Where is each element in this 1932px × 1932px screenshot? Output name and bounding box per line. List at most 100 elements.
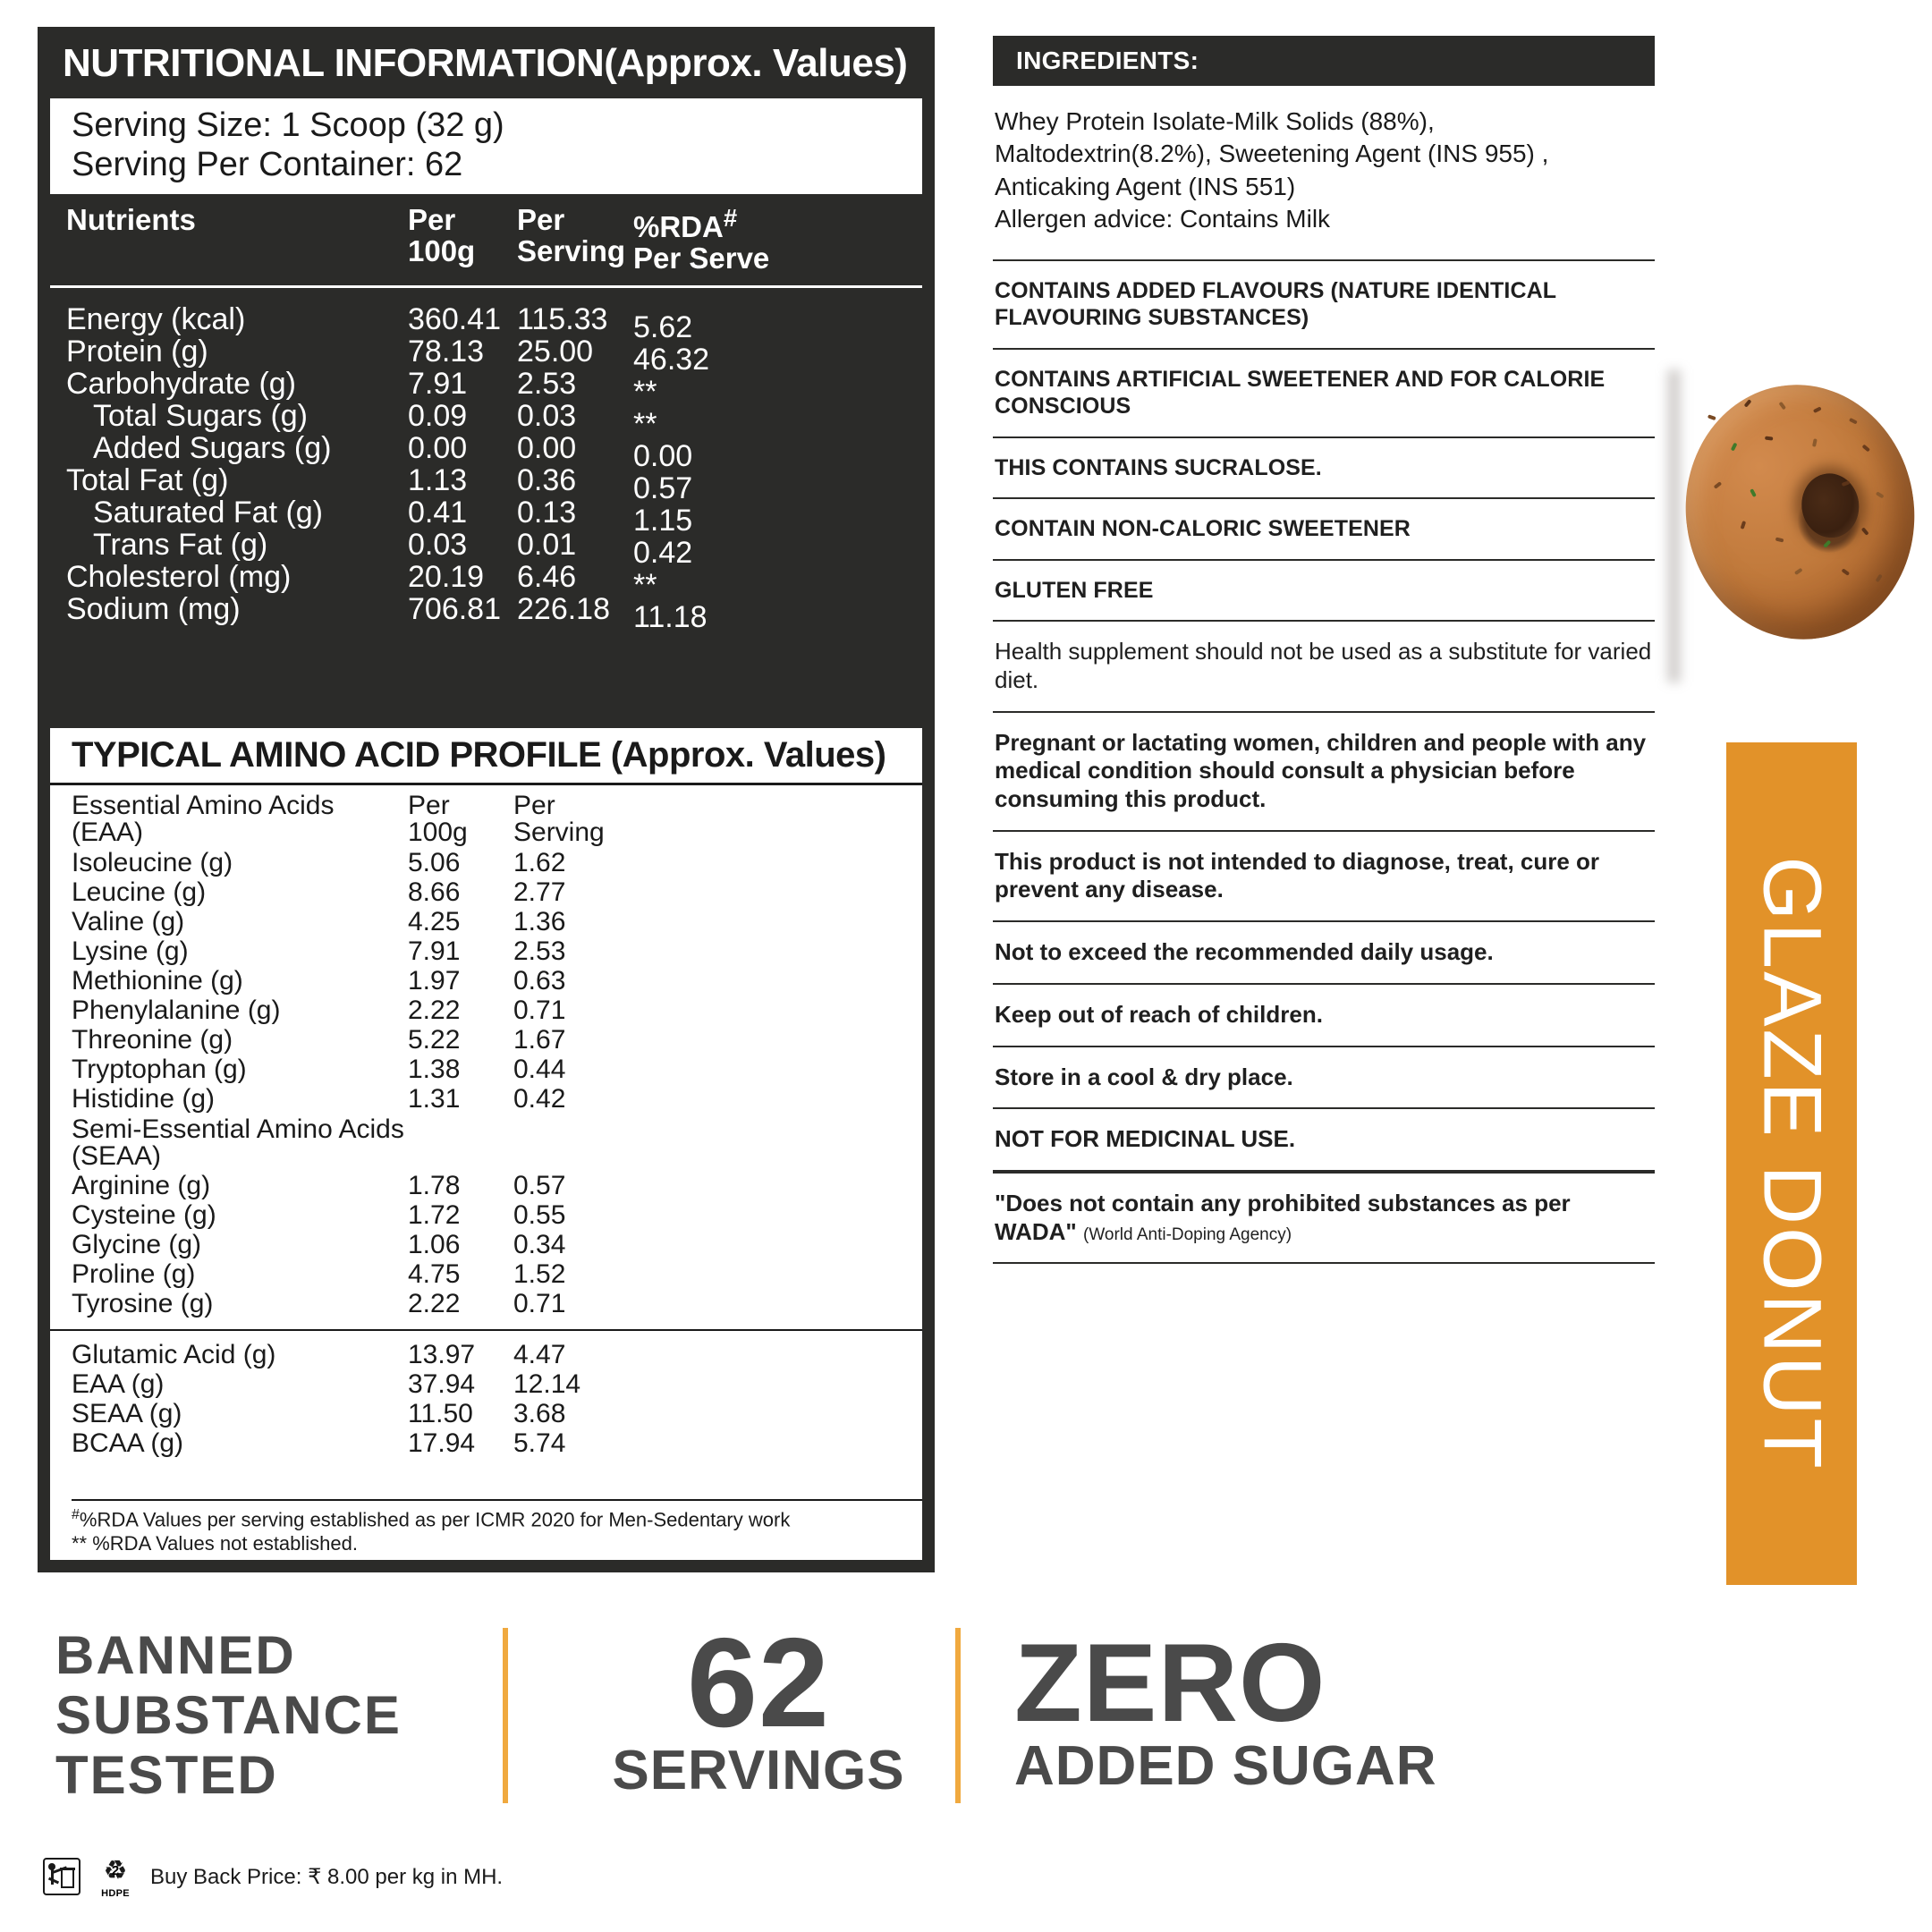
donut-shadow [1665, 369, 1684, 682]
nutrient-name: Trans Fat (g) [93, 527, 268, 562]
serving-info-box: Serving Size: 1 Scoop (32 g) Serving Per… [50, 98, 922, 194]
amino-acid-row: Proline (g) 4.75 1.52 [50, 1260, 922, 1290]
footnote-rda-not-established: ** %RDA Values not established. [72, 1532, 358, 1555]
nutrient-per-serving: 115.33 [517, 301, 608, 336]
amino-acid-per-serving: 1.36 [513, 906, 566, 936]
nutrient-per-serving: 0.01 [517, 527, 577, 562]
servings-badge: 62 SERVINGS [508, 1619, 955, 1803]
amino-acid-per-100g: 1.78 [408, 1171, 461, 1200]
amino-acid-name: Glycine (g) [72, 1230, 202, 1259]
amino-acid-profile-title: TYPICAL AMINO ACID PROFILE (Approx. Valu… [50, 728, 922, 785]
amino-acid-per-serving: 0.71 [513, 995, 566, 1025]
eaa-heading: Essential Amino Acids (EAA) [72, 791, 335, 847]
amino-acid-name: SEAA (g) [72, 1399, 182, 1428]
amino-acid-per-serving: 0.57 [513, 1171, 566, 1200]
claims-list: CONTAINS ADDED FLAVOURS (NATURE IDENTICA… [993, 258, 1655, 1172]
nutrient-per-serving: 6.46 [517, 559, 577, 594]
flavour-name: GLAZE DONUT [1746, 856, 1838, 1471]
claim-item: THIS CONTAINS SUCRALOSE. [993, 436, 1655, 498]
amino-acid-row: Isoleucine (g) 5.06 1.62 [50, 848, 922, 877]
zero-added-sugar-badge: ZERO ADDED SUGAR [961, 1628, 1497, 1798]
recycle-hdpe-icon: ♻ 2 HDPE [93, 1856, 138, 1900]
amino-acid-per-serving: 0.34 [513, 1230, 566, 1259]
nutrition-footnotes: #%RDA Values per serving established as … [50, 1499, 922, 1556]
ingredients-body: Whey Protein Isolate-Milk Solids (88%), … [993, 86, 1655, 256]
nutrient-per-100g: 0.03 [408, 527, 468, 562]
amino-acid-name: Isoleucine (g) [72, 847, 233, 877]
nutrient-per-serving: 2.53 [517, 366, 577, 401]
nutrient-per-serving: 0.13 [517, 495, 577, 530]
banned-line-1: BANNED [55, 1624, 296, 1685]
nutrient-rda-per-serve: 0.00 [633, 438, 693, 473]
footnote-divider [72, 1499, 922, 1502]
amino-acid-per-100g: 1.31 [408, 1083, 461, 1114]
nutrient-name: Total Fat (g) [66, 462, 229, 497]
amino-acid-row: Leucine (g) 8.66 2.77 [50, 877, 922, 907]
amino-acid-name: EAA (g) [72, 1369, 165, 1399]
banned-line-3: TESTED [55, 1745, 278, 1806]
amino-acid-name: Cysteine (g) [72, 1200, 216, 1230]
amino-acid-row: Lysine (g) 7.91 2.53 [50, 936, 922, 966]
th-per-100g: Per 100g [408, 202, 476, 267]
glazed-donut-product-image [1651, 353, 1931, 702]
nutrition-row: Protein (g) 78.13 25.00 46.32 [50, 335, 922, 377]
serving-per-container: Serving Per Container: 62 [72, 146, 463, 184]
nutrient-rda-per-serve: 5.62 [633, 309, 693, 344]
nutrition-row: Energy (kcal) 360.41 115.33 5.62 [50, 301, 922, 344]
amino-acid-name: Tryptophan (g) [72, 1054, 247, 1084]
amino-total-row: BCAA (g) 17.94 5.74 [50, 1429, 922, 1459]
nutrient-per-100g: 20.19 [408, 559, 485, 594]
claim-item: Keep out of reach of children. [993, 982, 1655, 1046]
serving-size: Serving Size: 1 Scoop (32 g) [72, 106, 504, 144]
amino-acid-profile-panel: TYPICAL AMINO ACID PROFILE (Approx. Valu… [50, 728, 922, 1560]
amino-acid-per-100g: 4.75 [408, 1259, 461, 1289]
nutrient-per-100g: 0.00 [408, 430, 468, 465]
amino-acid-row: Valine (g) 4.25 1.36 [50, 907, 922, 936]
amino-acid-row: Threonine (g) 5.22 1.67 [50, 1025, 922, 1055]
nutrient-rda-per-serve: ** [633, 406, 657, 441]
claim-item: Pregnant or lactating women, children an… [993, 710, 1655, 830]
amino-acid-per-serving: 5.74 [513, 1428, 566, 1458]
nutrition-table-wrap: Nutrients Per 100g Per Serving %RDA# P [38, 198, 935, 632]
wada-statement: "Does not contain any prohibited substan… [993, 1171, 1655, 1265]
nutrition-table: Nutrients Per 100g Per Serving %RDA# P [50, 198, 922, 632]
amino-acid-header-row: Essential Amino Acids (EAA) Per 100g Per Ser… [50, 791, 922, 848]
banned-substance-tested-badge: BANNED SUBSTANCE TESTED [38, 1625, 503, 1806]
nutrient-name: Added Sugars (g) [93, 430, 332, 465]
claim-item: Not to exceed the recommended daily usag… [993, 920, 1655, 983]
nutrient-rda-per-serve: 46.32 [633, 342, 710, 377]
amino-total-row: EAA (g) 37.94 12.14 [50, 1370, 922, 1400]
th-nutrients: Nutrients [66, 202, 196, 236]
th-amino-per-100g: Per 100g [408, 791, 468, 847]
amino-acid-row: Tyrosine (g) 2.22 0.71 [50, 1290, 922, 1319]
amino-acid-per-100g: 4.25 [408, 906, 461, 936]
recycle-material-label: HDPE [101, 1888, 130, 1899]
ingredients-and-claims-panel: INGREDIENTS: Whey Protein Isolate-Milk S… [993, 36, 1655, 1265]
nutrient-per-100g: 0.09 [408, 398, 468, 433]
nutrition-table-body: Energy (kcal) 360.41 115.33 5.62 Protein (g)… [50, 301, 922, 632]
ingredients-line-3: Anticaking Agent (INS 551) [995, 172, 1296, 200]
nutrition-row: Trans Fat (g) 0.03 0.01 0.42 [50, 527, 922, 568]
amino-acid-row: Glycine (g) 1.06 0.34 [50, 1231, 922, 1260]
amino-acid-per-serving: 1.62 [513, 847, 566, 877]
amino-acid-per-100g: 37.94 [408, 1369, 476, 1399]
amino-acid-row: Methionine (g) 1.97 0.63 [50, 966, 922, 996]
amino-acid-per-100g: 1.72 [408, 1200, 461, 1230]
amino-acid-name: Proline (g) [72, 1259, 196, 1289]
nutrition-row: Saturated Fat (g) 0.41 0.13 1.15 [50, 495, 922, 536]
nutrient-per-serving: 226.18 [517, 591, 610, 626]
th-amino-per-serving: Per Serving [513, 791, 605, 847]
nutrition-row: Total Fat (g) 1.13 0.36 0.57 [50, 462, 922, 504]
ingredients-line-1: Whey Protein Isolate-Milk Solids (88%), [995, 107, 1435, 135]
amino-acid-name: Lysine (g) [72, 936, 189, 966]
amino-acid-table-body: Essential Amino Acids (EAA) Per 100g Per Ser… [50, 791, 922, 1459]
amino-acid-per-serving: 3.68 [513, 1399, 566, 1428]
amino-acid-row: Arginine (g) 1.78 0.57 [50, 1172, 922, 1201]
amino-acid-table: Essential Amino Acids (EAA) Per 100g Per Ser… [50, 791, 922, 1459]
donut-hole [1797, 470, 1863, 542]
amino-acid-per-100g: 1.38 [408, 1054, 461, 1084]
amino-acid-name: Threonine (g) [72, 1024, 233, 1055]
amino-total-row: SEAA (g) 11.50 3.68 [50, 1400, 922, 1429]
amino-acid-per-serving: 2.77 [513, 877, 566, 907]
